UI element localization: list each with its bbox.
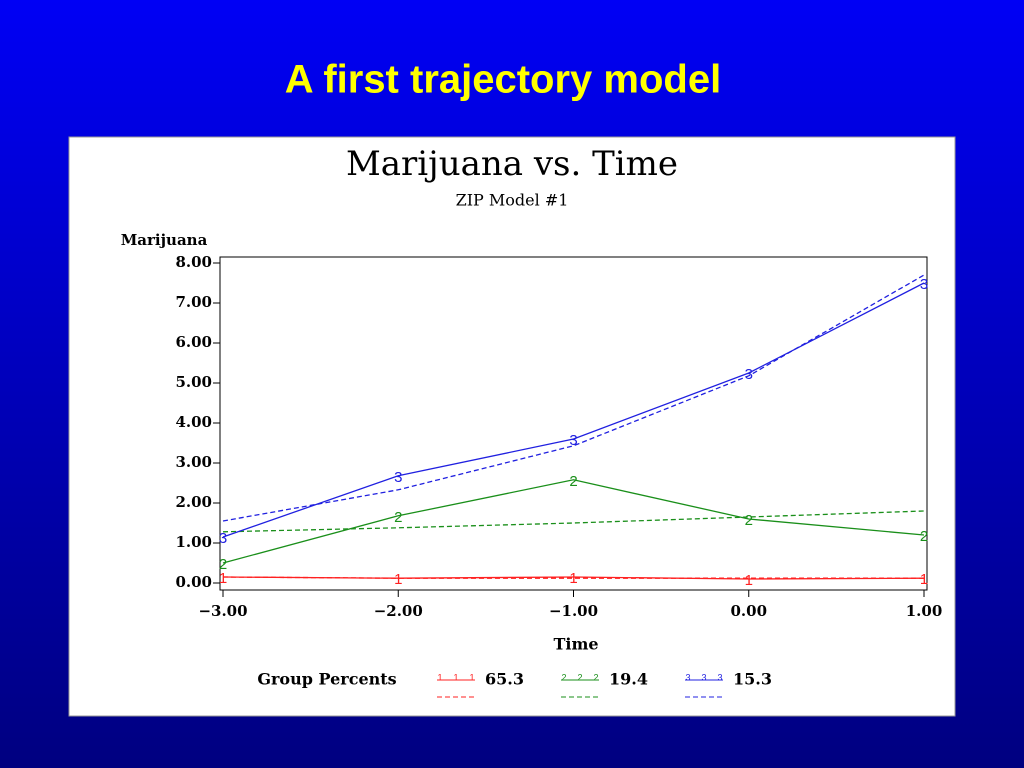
point-marker: 3 <box>394 469 402 486</box>
y-axis-label: Marijuana <box>121 231 208 249</box>
y-tick-label: 3.00 <box>175 453 212 471</box>
legend-title: Group Percents <box>257 670 396 689</box>
legend-label: 15.3 <box>733 670 772 689</box>
observed-line <box>222 282 925 538</box>
legend-marker: 2 <box>577 672 582 682</box>
legend-marker: 1 <box>469 672 474 682</box>
point-marker: 2 <box>394 509 402 526</box>
chart-title: Marijuana vs. Time <box>346 144 678 184</box>
point-marker: 2 <box>745 512 753 529</box>
legend-label: 19.4 <box>609 670 648 689</box>
point-marker: 2 <box>920 528 928 545</box>
legend-marker: 1 <box>453 672 458 682</box>
x-tick-label: 0.00 <box>730 602 767 620</box>
legend-marker: 3 <box>717 672 722 682</box>
y-tick-label: 5.00 <box>175 373 212 391</box>
x-tick-label: −1.00 <box>549 602 598 620</box>
point-marker: 1 <box>219 570 227 587</box>
chart-subtitle: ZIP Model #1 <box>456 191 569 210</box>
point-marker: 2 <box>219 556 227 573</box>
x-tick-label: −3.00 <box>198 602 247 620</box>
point-marker: 1 <box>569 570 577 587</box>
predicted-line <box>222 510 925 533</box>
x-tick-label: −2.00 <box>374 602 423 620</box>
x-axis-label: Time <box>553 635 598 654</box>
legend-marker: 3 <box>701 672 706 682</box>
legend-marker: 2 <box>593 672 598 682</box>
point-marker: 3 <box>219 530 227 547</box>
point-marker: 3 <box>745 366 753 383</box>
x-tick-label: 1.00 <box>906 602 943 620</box>
observed-line <box>222 576 925 580</box>
chart-panel <box>68 136 956 717</box>
y-tick-label: 4.00 <box>175 413 212 431</box>
observed-line <box>222 479 925 564</box>
y-tick-label: 1.00 <box>175 533 212 551</box>
point-marker: 3 <box>569 432 577 449</box>
point-marker: 1 <box>920 571 928 588</box>
legend-marker: 1 <box>437 672 442 682</box>
legend-marker: 3 <box>685 672 690 682</box>
y-tick-label: 2.00 <box>175 493 212 511</box>
y-tick-label: 8.00 <box>175 253 212 271</box>
legend-marker: 2 <box>561 672 566 682</box>
legend-label: 65.3 <box>485 670 524 689</box>
point-marker: 1 <box>394 571 402 588</box>
point-marker: 1 <box>745 572 753 589</box>
y-tick-label: 6.00 <box>175 333 212 351</box>
slide-title: A first trajectory model <box>285 58 721 102</box>
point-marker: 3 <box>920 276 928 293</box>
point-marker: 2 <box>569 473 577 490</box>
y-tick-label: 0.00 <box>175 573 212 591</box>
y-tick-label: 7.00 <box>175 293 212 311</box>
